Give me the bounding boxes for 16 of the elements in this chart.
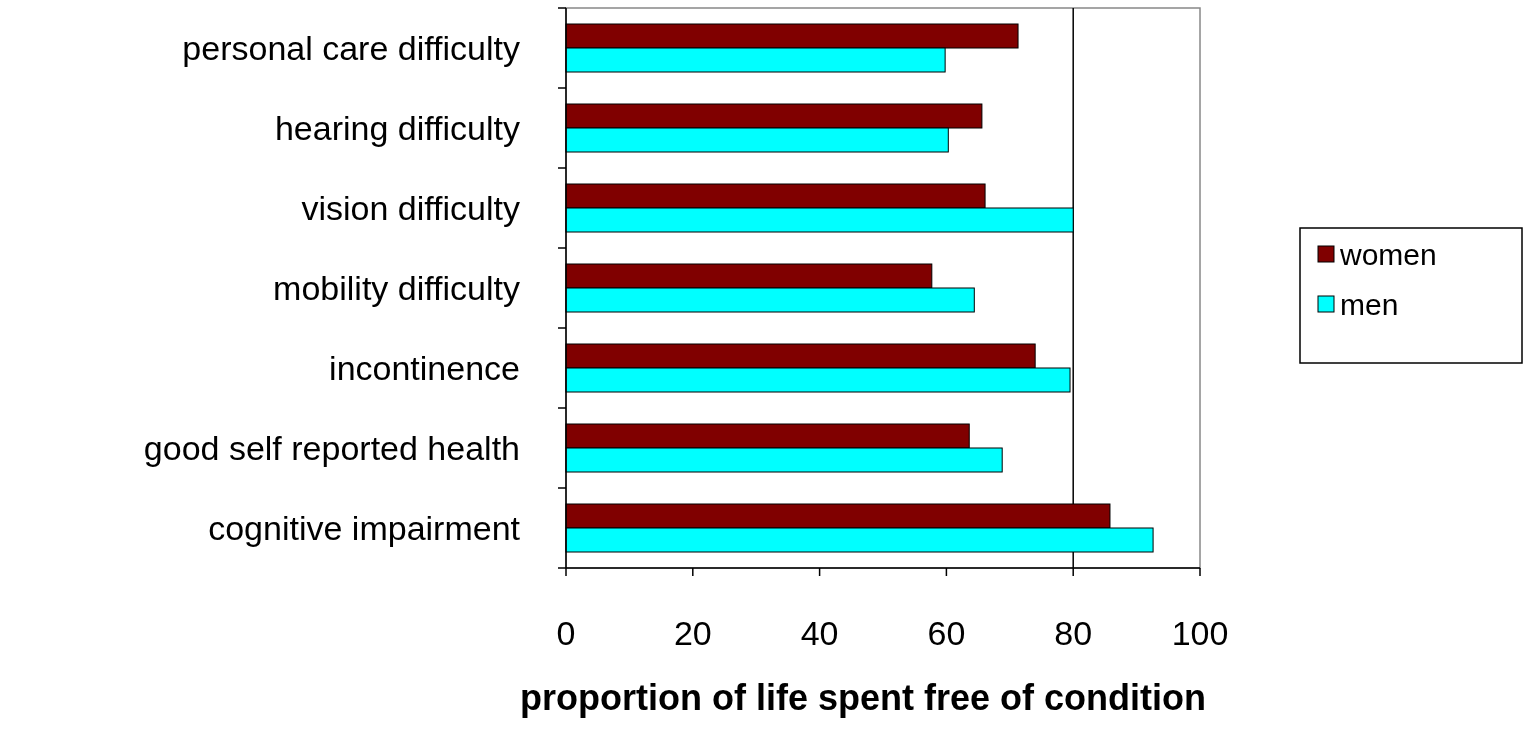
y-tick-label: good self reported health [143, 428, 520, 467]
y-tick-label: personal care difficulty [182, 28, 520, 67]
x-tick-label: 40 [800, 614, 839, 652]
legend-label: men [1340, 287, 1399, 321]
y-tick-label: mobility difficulty [273, 268, 520, 307]
y-tick-label: hearing difficulty [274, 108, 520, 147]
x-tick-label: 0 [556, 614, 576, 652]
legend-label: women [1339, 237, 1437, 271]
y-tick-label: cognitive impairment [208, 508, 521, 547]
x-tick-label: 20 [673, 614, 712, 652]
x-tick-label: 80 [1054, 614, 1093, 652]
x-tick-label: 60 [927, 614, 966, 652]
x-tick-label: 100 [1171, 614, 1229, 652]
y-tick-label: incontinence [329, 348, 520, 387]
y-tick-label: vision difficulty [301, 188, 520, 227]
x-axis-title: proportion of life spent free of condition [520, 677, 1206, 718]
